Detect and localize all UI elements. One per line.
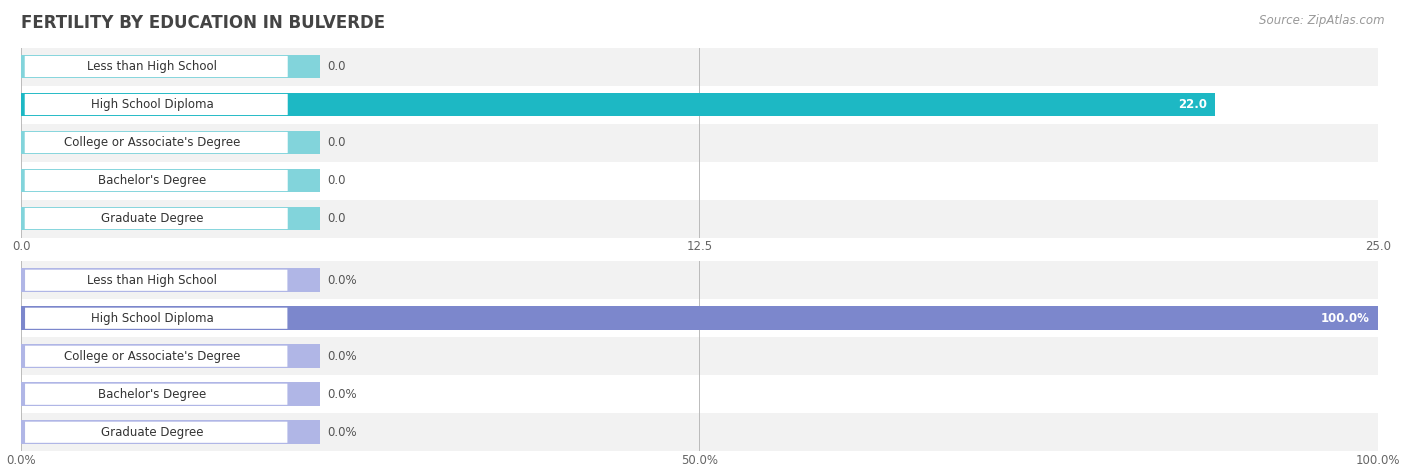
- Bar: [21, 344, 321, 368]
- Text: 0.0: 0.0: [328, 174, 346, 187]
- Bar: [21, 162, 1378, 199]
- Text: High School Diploma: High School Diploma: [91, 98, 214, 111]
- Text: 0.0%: 0.0%: [328, 274, 357, 287]
- FancyBboxPatch shape: [25, 56, 288, 77]
- Bar: [21, 268, 321, 292]
- Text: FERTILITY BY EDUCATION IN BULVERDE: FERTILITY BY EDUCATION IN BULVERDE: [21, 14, 385, 32]
- Bar: [21, 261, 1378, 299]
- FancyBboxPatch shape: [25, 384, 287, 405]
- Text: 0.0: 0.0: [328, 60, 346, 73]
- Text: 22.0: 22.0: [1178, 98, 1206, 111]
- FancyBboxPatch shape: [25, 270, 287, 291]
- FancyBboxPatch shape: [25, 132, 288, 153]
- Text: College or Associate's Degree: College or Associate's Degree: [63, 136, 240, 149]
- Text: 100.0%: 100.0%: [1320, 312, 1369, 325]
- Bar: [21, 413, 1378, 451]
- FancyBboxPatch shape: [25, 208, 288, 229]
- Text: Less than High School: Less than High School: [87, 274, 217, 287]
- Bar: [21, 48, 1378, 86]
- Text: 0.0%: 0.0%: [328, 350, 357, 363]
- FancyBboxPatch shape: [25, 308, 287, 329]
- Text: Bachelor's Degree: Bachelor's Degree: [98, 174, 207, 187]
- Bar: [21, 55, 321, 78]
- Bar: [21, 93, 1215, 116]
- FancyBboxPatch shape: [25, 346, 287, 367]
- Bar: [21, 420, 321, 444]
- Text: Graduate Degree: Graduate Degree: [101, 426, 204, 439]
- Bar: [21, 200, 1378, 238]
- FancyBboxPatch shape: [25, 422, 287, 443]
- Bar: [21, 169, 321, 192]
- FancyBboxPatch shape: [25, 94, 288, 115]
- Bar: [21, 86, 1378, 124]
- Text: Less than High School: Less than High School: [87, 60, 217, 73]
- Text: Bachelor's Degree: Bachelor's Degree: [98, 388, 207, 401]
- Text: Source: ZipAtlas.com: Source: ZipAtlas.com: [1260, 14, 1385, 27]
- Text: 0.0: 0.0: [328, 136, 346, 149]
- Bar: [21, 207, 321, 230]
- Bar: [21, 375, 1378, 413]
- Bar: [21, 306, 1378, 330]
- Text: 0.0%: 0.0%: [328, 426, 357, 439]
- Text: Graduate Degree: Graduate Degree: [101, 212, 204, 225]
- FancyBboxPatch shape: [25, 170, 288, 191]
- Bar: [21, 299, 1378, 337]
- Bar: [21, 382, 321, 406]
- Bar: [21, 131, 321, 154]
- Text: 0.0: 0.0: [328, 212, 346, 225]
- Text: High School Diploma: High School Diploma: [91, 312, 214, 325]
- Text: 0.0%: 0.0%: [328, 388, 357, 401]
- Bar: [21, 124, 1378, 162]
- Bar: [21, 337, 1378, 375]
- Text: College or Associate's Degree: College or Associate's Degree: [63, 350, 240, 363]
